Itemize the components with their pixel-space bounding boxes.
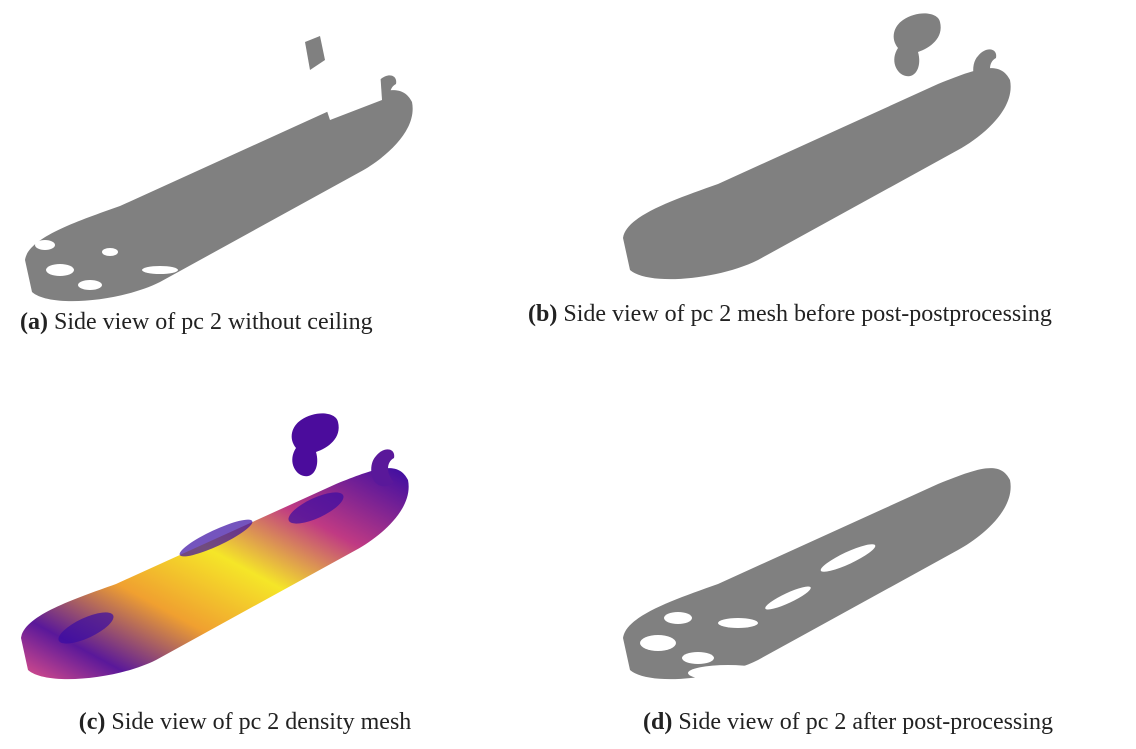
caption-a: (a)Side view of pc 2 without ceiling [20, 302, 460, 342]
caption-d: (d)Side view of pc 2 after post-processi… [568, 702, 1128, 742]
caption-c: (c)Side view of pc 2 density mesh [0, 702, 490, 742]
image-c [21, 413, 409, 679]
caption-label: (b) [528, 301, 557, 327]
caption-text: Side view of pc 2 without ceiling [54, 309, 373, 335]
image-d [618, 468, 1011, 698]
image-a [25, 36, 413, 301]
caption-text: Side view of pc 2 density mesh [111, 709, 411, 735]
caption-text: Side view of pc 2 after post-processing [678, 709, 1053, 735]
figure-images [0, 0, 1136, 749]
caption-b: (b)Side view of pc 2 mesh before post-po… [528, 294, 1112, 334]
caption-label: (d) [643, 709, 672, 735]
image-b [623, 13, 1011, 279]
caption-text: Side view of pc 2 mesh before post-postp… [563, 301, 1052, 327]
figure-page: (a)Side view of pc 2 without ceiling (b)… [0, 0, 1136, 749]
caption-label: (c) [79, 709, 106, 735]
caption-label: (a) [20, 309, 48, 335]
